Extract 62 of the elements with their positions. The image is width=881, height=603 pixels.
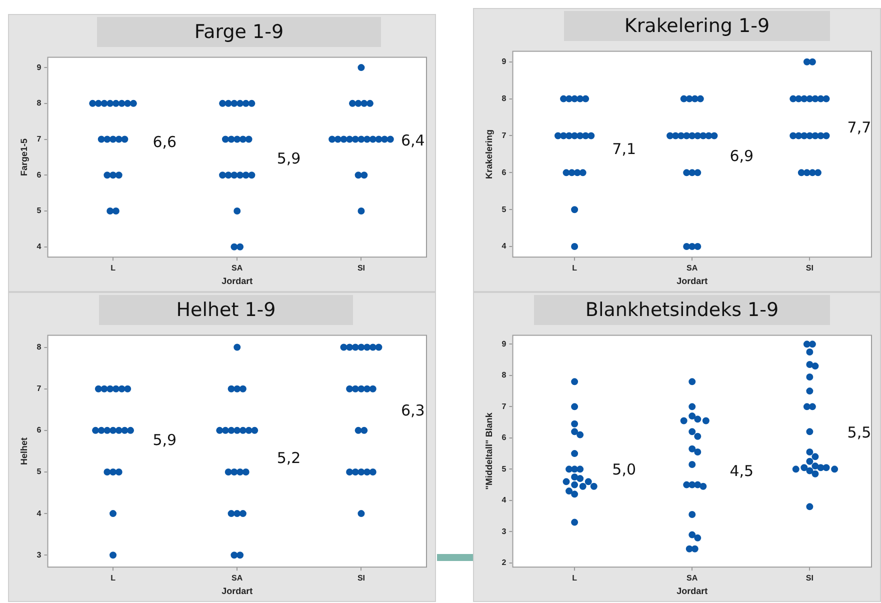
- y-tick-label: 3: [36, 550, 42, 560]
- y-tick-label: 9: [36, 62, 42, 72]
- y-tick-label: 4: [36, 242, 42, 252]
- y-tick-label: 8: [36, 342, 42, 352]
- y-tick-label: 3: [502, 526, 507, 536]
- y-tick-label: 6: [36, 426, 42, 435]
- y-axis-title: Krakelering: [484, 129, 494, 179]
- y-tick-label: 7: [502, 130, 507, 140]
- annotation: 4,5: [730, 462, 754, 480]
- y-tick-label: 9: [502, 339, 507, 348]
- y-axis-title: Farge1-5: [18, 138, 29, 176]
- y-axis-title: "Middeltall" Blank: [484, 412, 494, 490]
- chart-title: Helhet 1-9: [99, 295, 353, 325]
- y-tick-label: 5: [502, 464, 507, 474]
- annotation: 5,9: [152, 430, 177, 449]
- y-tick-label: 6: [36, 170, 42, 180]
- annotation: 6,3: [400, 401, 425, 420]
- annotation: 5,5: [847, 424, 872, 442]
- annotation: 5,2: [276, 449, 301, 468]
- x-axis-title: Jordart: [222, 586, 253, 596]
- y-tick-label: 8: [36, 98, 42, 108]
- y-tick-label: 7: [36, 384, 42, 394]
- annotation: 7,7: [847, 118, 872, 137]
- chart-title: Farge 1-9: [97, 17, 381, 47]
- x-tick-label: SI: [357, 574, 366, 583]
- x-tick-label: SA: [232, 264, 243, 273]
- y-tick-label: 8: [502, 94, 507, 104]
- y-tick-label: 2: [502, 558, 507, 568]
- x-tick-label: SI: [357, 264, 366, 273]
- x-tick-label: SI: [806, 264, 814, 273]
- annotation: 5,0: [612, 460, 636, 478]
- x-tick-label: SA: [232, 574, 243, 583]
- x-axis-title: Jordart: [222, 276, 253, 286]
- y-tick-label: 6: [502, 433, 507, 442]
- y-tick-label: 7: [502, 402, 507, 411]
- annotation: 6,6: [152, 133, 177, 152]
- x-tick-label: L: [572, 264, 578, 273]
- y-tick-label: 8: [502, 370, 507, 380]
- annotation: 5,9: [276, 150, 301, 168]
- annotation: 7,1: [612, 140, 636, 158]
- y-tick-label: 5: [36, 206, 42, 216]
- y-tick-label: 6: [502, 168, 507, 177]
- x-tick-label: SI: [806, 574, 814, 583]
- annotation: 6,9: [730, 147, 754, 166]
- x-tick-label: SA: [686, 574, 698, 583]
- x-tick-label: L: [110, 264, 116, 273]
- x-axis-title: Jordart: [676, 586, 708, 596]
- y-tick-label: 4: [36, 508, 42, 518]
- chart-title: Blankhetsindeks 1-9: [534, 295, 830, 325]
- annotation: 6,4: [400, 131, 425, 150]
- x-axis-title: Jordart: [676, 276, 708, 286]
- y-tick-label: 5: [36, 467, 42, 476]
- x-tick-label: SA: [686, 264, 698, 273]
- y-tick-label: 7: [36, 134, 42, 144]
- y-tick-label: 9: [502, 57, 507, 66]
- y-axis-title: Helhet: [18, 437, 29, 465]
- y-tick-label: 4: [502, 242, 507, 251]
- y-tick-label: 5: [502, 204, 507, 214]
- y-tick-label: 4: [502, 496, 507, 505]
- chart-title: Krakelering 1-9: [564, 11, 830, 41]
- x-tick-label: L: [572, 574, 578, 583]
- x-tick-label: L: [110, 574, 116, 583]
